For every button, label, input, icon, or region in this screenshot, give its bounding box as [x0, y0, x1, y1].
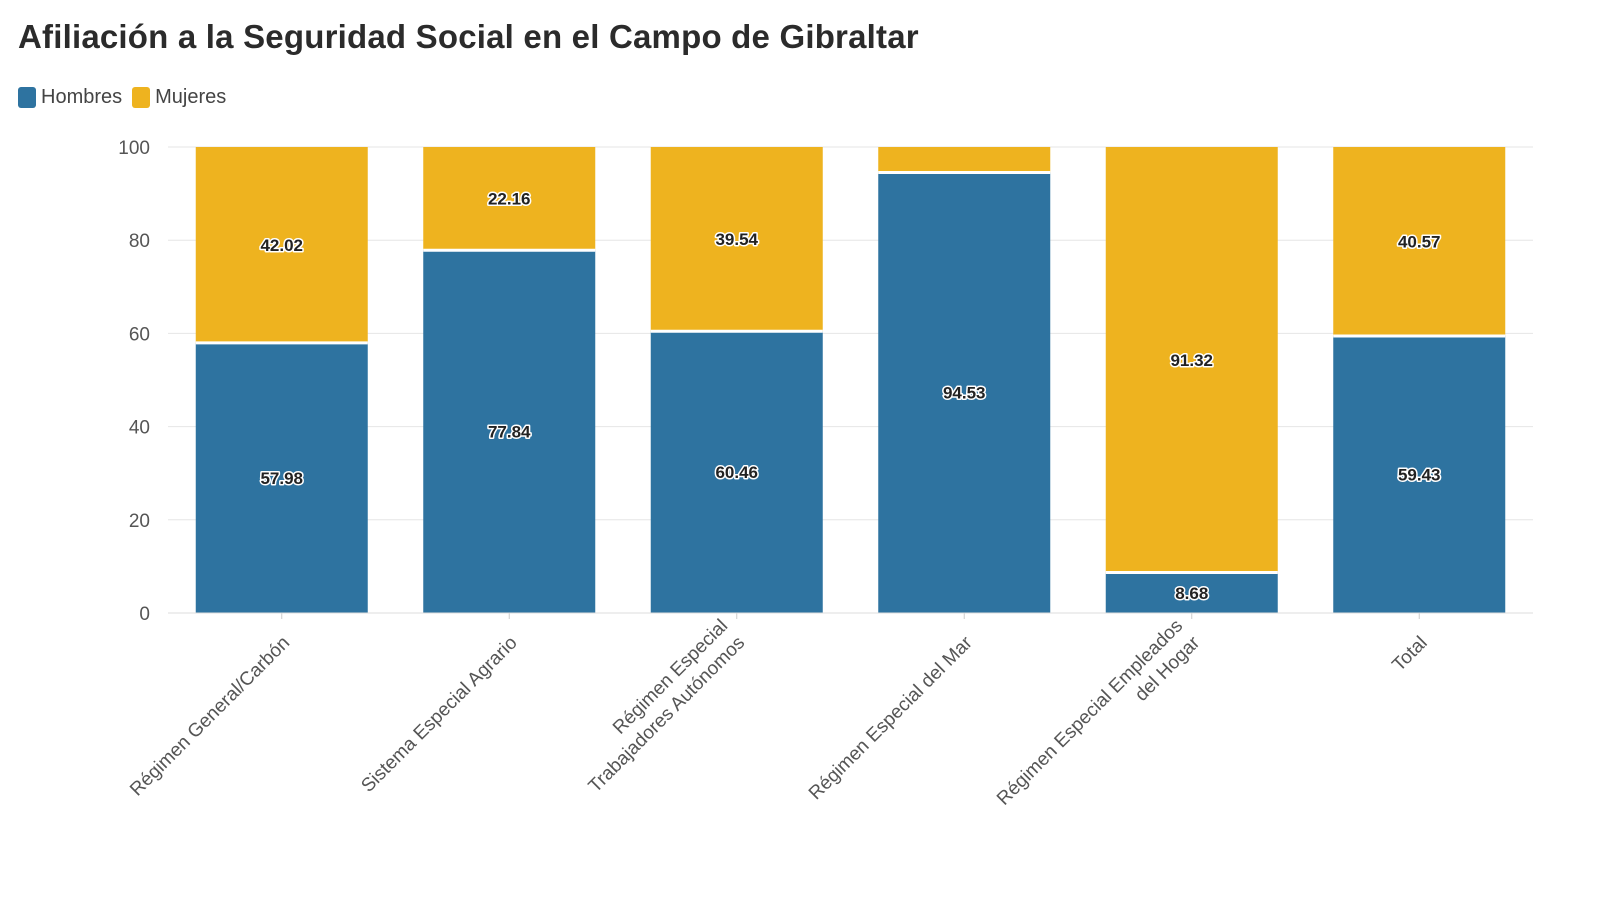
data-label-hombres: 8.68 [1175, 584, 1208, 603]
y-tick-label: 20 [129, 511, 150, 532]
data-label-mujeres: 40.57 [1398, 233, 1441, 252]
x-category-label: Régimen General/Carbón [126, 633, 294, 801]
data-label-hombres: 77.84 [488, 423, 531, 442]
legend-swatch-hombres [18, 87, 36, 108]
x-category-label-line: Total [1388, 633, 1431, 676]
x-category-label-line: Régimen Especial del Mar [805, 632, 977, 804]
y-tick-label: 40 [129, 418, 150, 439]
bar-hombres [195, 342, 368, 613]
data-label-hombres: 60.46 [715, 463, 758, 482]
y-tick-label: 60 [129, 324, 150, 345]
data-label-mujeres: 39.54 [715, 230, 758, 249]
x-category-label: Régimen EspecialTrabajadores Autónomos [568, 616, 749, 797]
x-category-label-line: Régimen General/Carbón [126, 633, 294, 801]
y-tick-label: 100 [118, 138, 150, 159]
x-category-label-line: Régimen Especial Empleados [993, 616, 1187, 810]
bar-mujeres [1333, 147, 1506, 337]
data-label-hombres: 57.98 [260, 469, 303, 488]
x-category-label: Sistema Especial Agrario [357, 633, 521, 797]
data-label-hombres: 94.53 [943, 384, 986, 403]
legend-label-hombres: Hombres [41, 86, 123, 108]
bar-hombres [878, 172, 1051, 613]
x-category-label-line: Trabajadores Autónomos [585, 633, 749, 797]
bar-mujeres [423, 147, 596, 251]
y-tick-label: 0 [139, 604, 150, 625]
y-tick-label: 80 [129, 231, 150, 252]
bar-mujeres [1105, 147, 1278, 573]
data-label-hombres: 59.43 [1398, 466, 1441, 485]
x-category-label-line: Sistema Especial Agrario [357, 633, 521, 797]
legend-item-mujeres: Mujeres [132, 86, 226, 109]
chart-title: Afiliación a la Seguridad Social en el C… [18, 18, 919, 55]
bar-hombres [1105, 572, 1278, 613]
legend-label-mujeres: Mujeres [155, 86, 227, 108]
data-label-mujeres: 91.32 [1170, 351, 1213, 370]
bar-hombres [650, 331, 823, 613]
bar-mujeres [195, 147, 368, 343]
data-label-mujeres: 42.02 [260, 236, 303, 255]
legend-item-hombres: Hombres [18, 86, 122, 109]
x-category-label: Total [1388, 633, 1431, 676]
bar-hombres [423, 250, 596, 613]
x-category-label: Régimen Especial Empleadosdel Hogar [993, 615, 1205, 827]
bar-mujeres [878, 147, 1051, 173]
data-label-mujeres: 22.16 [488, 190, 531, 209]
bar-mujeres [650, 147, 823, 332]
x-category-label: Régimen Especial del Mar [805, 632, 977, 804]
legend: Hombres Mujeres [18, 86, 236, 109]
bar-hombres [1333, 336, 1506, 613]
legend-swatch-mujeres [132, 87, 151, 108]
